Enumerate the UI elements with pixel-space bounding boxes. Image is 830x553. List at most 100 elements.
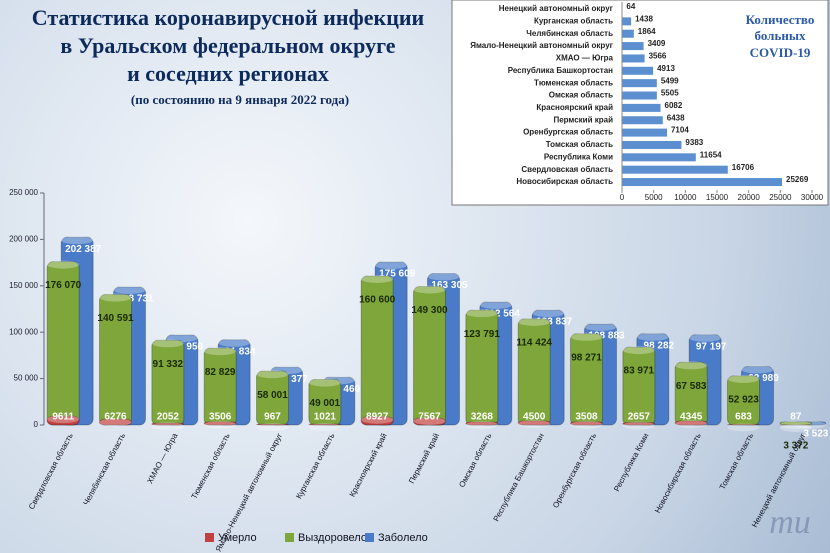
cylinder-cap	[689, 333, 722, 342]
value-label: 3268	[471, 412, 494, 423]
value-label: 58 001	[257, 390, 288, 401]
value-label: 7567	[418, 412, 441, 423]
y-tick-label: 100 000	[9, 327, 38, 336]
x-tick-label: 25000	[769, 193, 792, 202]
category-label: Ненецкий автономный округ	[499, 4, 614, 13]
cylinder-cap	[47, 260, 80, 269]
title: и соседних регионах	[127, 61, 329, 86]
bar	[622, 66, 654, 75]
value-label: 3 523	[803, 428, 828, 439]
value-label: 64	[626, 2, 635, 11]
cylinder-cap	[532, 309, 565, 318]
cylinder-cap	[256, 370, 289, 379]
cylinder-cap	[218, 338, 251, 347]
cylinder	[517, 318, 551, 426]
cylinder-cap	[675, 419, 708, 428]
bar	[622, 140, 682, 149]
value-label: 91 332	[153, 359, 184, 370]
bar	[622, 17, 632, 26]
legend-swatch	[365, 533, 374, 542]
value-label: 1021	[314, 412, 337, 423]
cylinder	[727, 423, 760, 426]
cylinder-cap	[204, 420, 237, 429]
logo: ти	[769, 504, 811, 541]
y-tick-label: 250 000	[9, 188, 38, 197]
category-label: Тюменская область	[534, 78, 613, 87]
category-label: ХМАО — Югра	[556, 54, 614, 63]
x-tick-label: Пермский край	[407, 432, 441, 485]
cylinder	[413, 417, 446, 426]
bar	[622, 54, 645, 63]
cylinder-cap	[256, 423, 289, 432]
cylinder-cap	[479, 300, 512, 309]
value-label: 6082	[665, 101, 683, 110]
category-label: Красноярский край	[536, 103, 613, 112]
cylinder-cap	[570, 332, 603, 341]
cylinder-cap	[570, 420, 603, 429]
subtitle: (по состоянию на 9 января 2022 года)	[131, 92, 349, 107]
cylinder	[570, 421, 603, 426]
y-tick-label: 50 000	[14, 374, 39, 383]
value-label: 3 372	[783, 441, 808, 452]
x-tick-label: Республика Коми	[612, 432, 650, 493]
value-label: 51 460	[330, 384, 361, 395]
x-tick-label: Новосибирская область	[653, 432, 703, 515]
cylinder-cap	[308, 423, 341, 432]
x-tick-label: Тюменская область	[190, 432, 232, 501]
cylinder-cap	[151, 339, 184, 348]
x-tick-label: ХМАО — Югра	[145, 431, 179, 485]
value-label: 62 989	[748, 373, 779, 384]
value-label: 3409	[648, 39, 666, 48]
value-label: 3566	[649, 52, 667, 61]
value-label: 123 791	[464, 329, 501, 340]
value-label: 98 282	[644, 340, 675, 351]
bar	[622, 29, 634, 38]
cylinder-cap	[465, 309, 498, 318]
value-label: 67 583	[676, 381, 707, 392]
title: в Уральском федеральном округе	[60, 33, 395, 58]
bar	[622, 128, 667, 137]
value-label: 148 731	[117, 294, 154, 305]
cylinder	[465, 421, 499, 426]
value-label: 87	[790, 412, 802, 423]
value-label: 123 837	[536, 317, 573, 328]
cylinder-cap	[518, 317, 551, 326]
value-label: 4500	[523, 412, 546, 423]
value-label: 96 950	[173, 342, 204, 353]
value-label: 202 387	[65, 244, 102, 255]
bar	[622, 103, 661, 112]
legend-label: Умерло	[218, 532, 257, 544]
category-label: Новосибирская область	[516, 177, 613, 186]
category-label: Пермский край	[553, 115, 613, 124]
x-tick-label: Оренбургская область	[551, 432, 598, 510]
cylinder-cap	[779, 423, 812, 432]
x-tick-label: Томская область	[718, 432, 755, 491]
cylinder-cap	[727, 374, 760, 383]
cylinder	[46, 415, 80, 426]
value-label: 25269	[786, 175, 809, 184]
value-label: 683	[735, 412, 752, 423]
value-label: 9611	[52, 412, 74, 423]
value-label: 1864	[638, 27, 656, 36]
value-label: 11654	[700, 150, 722, 159]
category-label: Республика Башкортостан	[508, 66, 613, 75]
value-label: 9383	[685, 138, 703, 147]
value-label: 3508	[575, 412, 598, 423]
y-tick-label: 150 000	[9, 281, 38, 290]
value-label: 108 883	[588, 331, 625, 342]
cylinder-cap	[99, 418, 132, 427]
value-label: 967	[264, 412, 281, 423]
value-label: 62 377	[277, 374, 308, 385]
cylinder-cap	[413, 416, 446, 425]
bar	[622, 153, 696, 162]
cylinder-cap	[361, 415, 394, 424]
x-tick-label: 5000	[645, 193, 663, 202]
value-label: 6276	[104, 412, 127, 423]
cylinder	[256, 423, 289, 426]
value-label: 16706	[732, 163, 755, 172]
cylinder-cap	[61, 236, 94, 245]
x-tick-label: 30000	[801, 193, 824, 202]
cylinder-cap	[204, 347, 237, 356]
cylinder	[308, 423, 342, 426]
